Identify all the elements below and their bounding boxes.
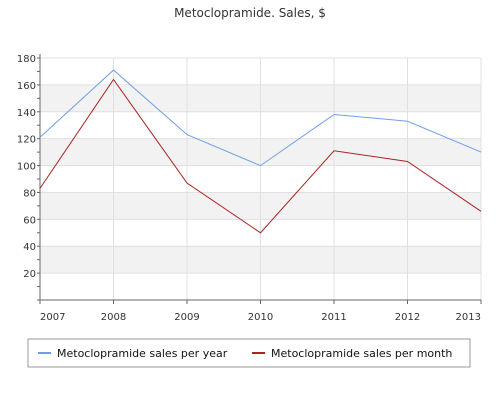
y-tick-label: 160 bbox=[17, 81, 36, 92]
y-tick-label: 20 bbox=[23, 269, 36, 280]
y-axis-ticks: 20 40 60 80 100 120 140 160 180 bbox=[17, 54, 40, 301]
series-line-1 bbox=[39, 69, 482, 167]
x-tick-label: 2010 bbox=[248, 312, 273, 323]
series-lines bbox=[39, 69, 482, 234]
x-tick-label: 2011 bbox=[321, 312, 346, 323]
x-tick-label: 2013 bbox=[456, 312, 481, 323]
y-tick-label: 60 bbox=[23, 215, 36, 226]
x-tick-label: 2007 bbox=[40, 312, 65, 323]
x-tick-label: 2012 bbox=[395, 312, 420, 323]
y-tick-label: 80 bbox=[23, 188, 36, 199]
x-tick-label: 2008 bbox=[101, 312, 126, 323]
legend-label: Metoclopramide sales per year bbox=[57, 347, 228, 360]
y-tick-label: 40 bbox=[23, 242, 36, 253]
legend-label: Metoclopramide sales per month bbox=[271, 347, 452, 360]
legend: Metoclopramide sales per year Metoclopram… bbox=[27, 338, 471, 368]
series-line-2 bbox=[39, 78, 482, 234]
x-axis-ticks: 2007 2008 2009 2010 2011 2012 2013 bbox=[39, 300, 482, 323]
x-tick-label: 2009 bbox=[174, 312, 199, 323]
y-tick-label: 140 bbox=[17, 108, 36, 119]
legend-box bbox=[27, 338, 471, 368]
y-tick-label: 180 bbox=[17, 54, 36, 65]
y-tick-label: 120 bbox=[17, 135, 36, 146]
chart-title: Metoclopramide. Sales, $ bbox=[174, 6, 326, 20]
y-tick-label: 100 bbox=[17, 162, 36, 173]
